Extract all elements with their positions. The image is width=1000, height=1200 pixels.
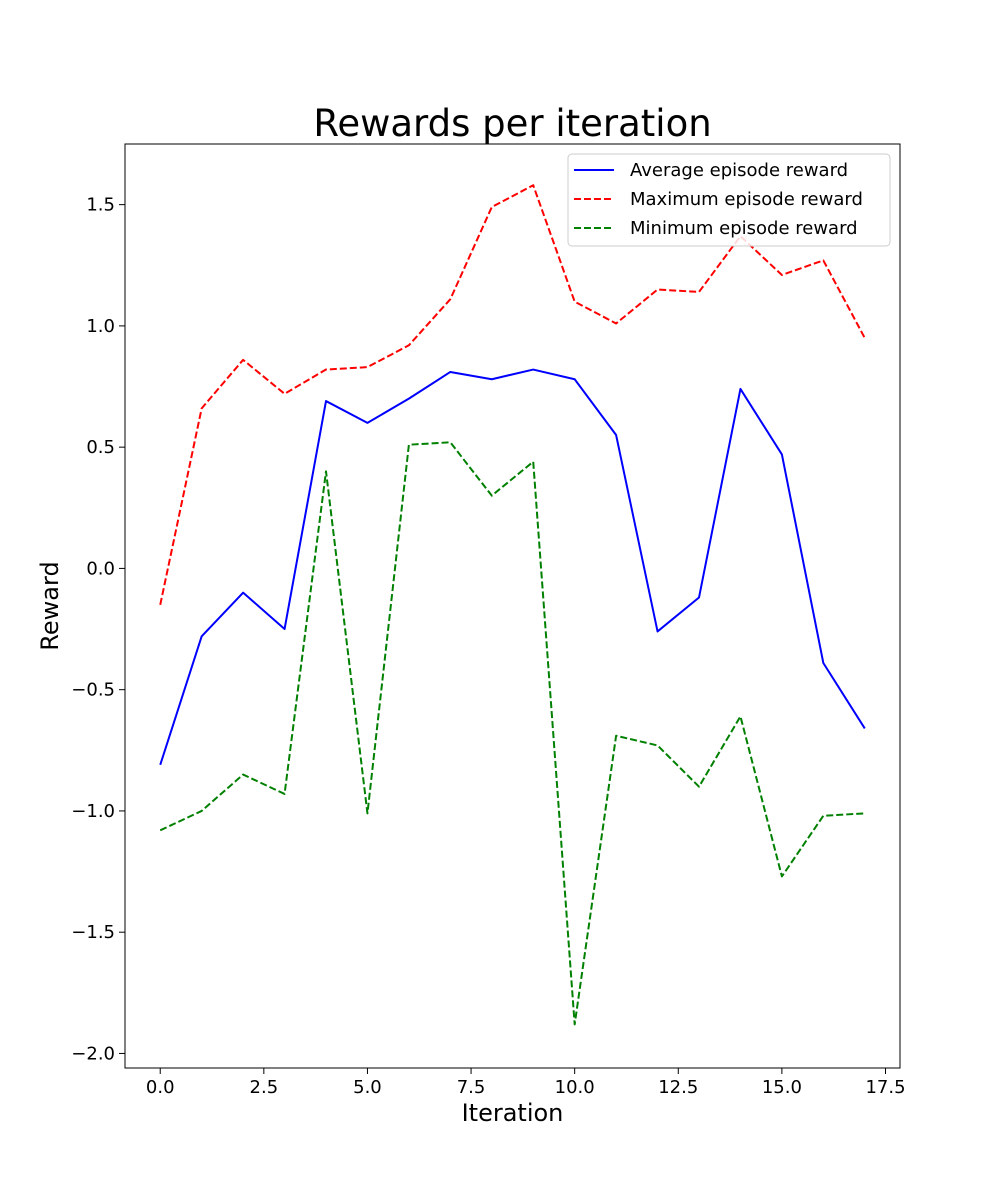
- series-line-1: [159, 368, 866, 766]
- y-tick-label: −1.5: [71, 922, 115, 943]
- series-lines: [159, 184, 866, 1026]
- x-tick-label: 5.0: [353, 1077, 382, 1098]
- x-tick-label: 2.5: [250, 1077, 279, 1098]
- series-line-2: [159, 184, 866, 605]
- y-axis-label: Reward: [36, 561, 64, 650]
- y-tick-label: 1.5: [86, 195, 115, 216]
- y-tick-label: −0.5: [71, 680, 115, 701]
- x-tick-label: 0.0: [146, 1077, 175, 1098]
- legend-box: [567, 153, 891, 247]
- y-tick-label: −1.0: [71, 801, 115, 822]
- x-tick-label: 15.0: [762, 1077, 802, 1098]
- series-line-3: [159, 441, 865, 1026]
- axis-ticks: 0.0 2.5 5.0 7.5 10.0 12.5 15.0 17.5 −2.0 −1.5 −1.0…: [71, 195, 905, 1098]
- legend-entry-label: Average episode reward: [630, 160, 848, 181]
- y-tick-label: 0.0: [86, 558, 115, 579]
- legend: Average episode reward Maximum episode re…: [567, 153, 891, 247]
- x-tick-label: 7.5: [457, 1077, 486, 1098]
- legend-entry-label: Maximum episode reward: [630, 189, 863, 210]
- x-tick-label: 12.5: [658, 1077, 698, 1098]
- y-tick-label: −2.0: [71, 1043, 115, 1064]
- plot-area-frame: [124, 143, 901, 1069]
- y-tick-label: 1.0: [86, 316, 115, 337]
- y-tick-label: 0.5: [86, 437, 115, 458]
- x-tick-label: 17.5: [865, 1077, 905, 1098]
- chart-title: Rewards per iteration: [313, 102, 711, 145]
- x-tick-label: 10.0: [555, 1077, 595, 1098]
- x-axis-label: Iteration: [462, 1099, 564, 1127]
- legend-entry-label: Minimum episode reward: [630, 218, 858, 239]
